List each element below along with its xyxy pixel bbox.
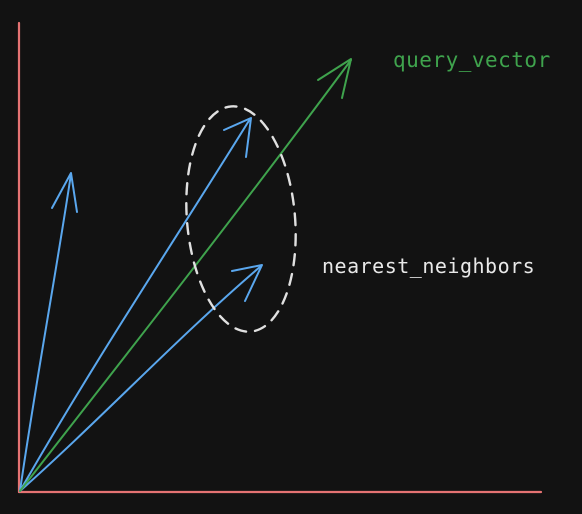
- vector-neighbor-upper-shaft: [19, 118, 251, 492]
- nearest-neighbors-boundary: [185, 105, 297, 333]
- axes: [17, 21, 543, 494]
- query-vector-label: query_vector: [393, 48, 551, 72]
- neighbor-vectors: [19, 117, 263, 492]
- vector-neighbor-upper: [19, 117, 252, 492]
- vector-far-arrowhead: [51, 172, 78, 213]
- query-vector-shaft: [19, 59, 352, 492]
- nearest-neighbors-label: nearest_neighbors: [322, 254, 536, 278]
- vector-neighbor-lower-shaft: [19, 265, 262, 492]
- vector-neighbor-lower-arrowhead: [231, 264, 263, 302]
- query-vector: [19, 58, 352, 492]
- vector-far-shaft: [19, 173, 72, 492]
- query-vector-arrowhead: [317, 58, 352, 99]
- vector-neighbor-upper-arrowhead: [223, 117, 252, 158]
- vector-neighbor-lower: [19, 264, 263, 492]
- vector-far: [19, 172, 78, 492]
